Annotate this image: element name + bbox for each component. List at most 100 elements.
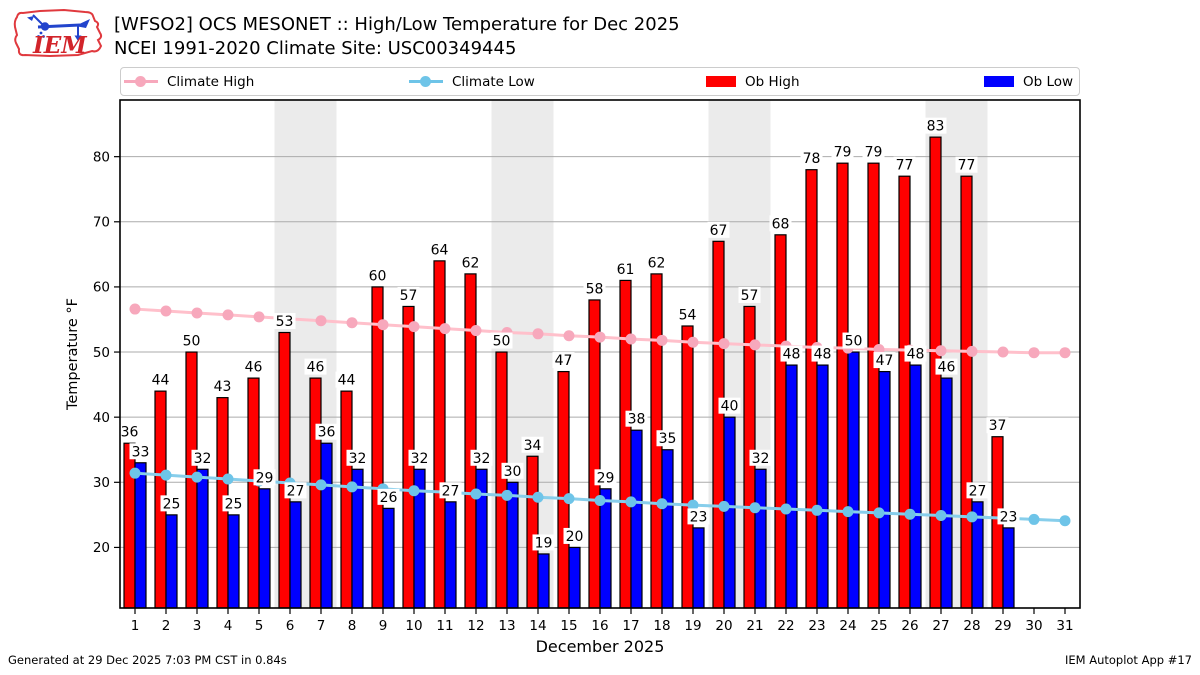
ob-high-label-day-1-box (118, 423, 141, 440)
x-tick-label-30: 30 (1025, 618, 1042, 634)
ob-high-label-day-27-box (924, 117, 947, 134)
ob-high-label-day-21: 57 (741, 288, 759, 304)
ob-high-label-day-7-box (304, 358, 327, 375)
ob-low-label-day-12: 32 (473, 451, 491, 467)
ob-high-label-day-23: 78 (803, 151, 821, 167)
ob-low-label-day-21-box (749, 449, 772, 466)
climate-high-point-day-15 (563, 330, 575, 342)
ob-low-bar-day-11 (444, 501, 457, 609)
ob-high-label-day-28-box (955, 156, 978, 173)
climate-low-point-day-26 (904, 508, 916, 520)
ob-low-label-day-12-box (470, 449, 493, 466)
ob-low-label-day-18: 35 (659, 431, 677, 447)
ob-low-label-day-25: 47 (876, 353, 894, 369)
ob-low-bar-day-18 (661, 449, 674, 609)
x-tick-label-26: 26 (901, 618, 918, 634)
legend-label-climate-low: Climate Low (452, 73, 535, 90)
ob-low-label-day-28-box (966, 482, 989, 499)
climate-low-line-swatch (409, 76, 443, 87)
ob-high-label-day-26: 77 (896, 158, 914, 174)
ob-high-label-day-12: 62 (462, 255, 480, 271)
ob-high-bar-day-8 (340, 390, 353, 609)
climate-high-point-day-9 (377, 319, 389, 331)
ob-high-label-day-6: 53 (276, 314, 294, 330)
ob-low-bar-day-3 (196, 468, 209, 609)
climate-high-point-day-14 (532, 328, 544, 340)
ob-high-bar-day-17 (619, 279, 632, 609)
y-axis-title: Temperature °F (65, 298, 81, 411)
legend-label-ob-low: Ob Low (1023, 73, 1074, 90)
ob-high-bar-day-9 (371, 286, 384, 609)
ob-high-label-day-5: 46 (245, 360, 263, 376)
ob-low-bar-day-5 (258, 488, 271, 609)
ob-high-label-day-10: 57 (400, 288, 418, 304)
ob-high-label-day-1: 36 (121, 425, 139, 441)
ob-low-label-day-14-box (532, 534, 555, 551)
climate-low-point-day-17 (625, 496, 637, 508)
ob-low-bar-day-24 (847, 351, 860, 609)
climate-high-point-day-28 (966, 345, 978, 357)
ob-low-bar-day-13 (506, 481, 519, 609)
ob-high-label-day-3-box (180, 332, 203, 349)
ob-high-label-day-29-box (986, 417, 1009, 434)
chart-legend: Climate High Climate Low Ob High Ob Low (120, 67, 1080, 96)
climate-low-point-day-12 (470, 488, 482, 500)
ob-low-label-day-5-box (253, 469, 276, 486)
ob-low-label-day-8-box (346, 449, 369, 466)
ob-high-label-day-20-box (707, 221, 730, 238)
ob-high-label-day-29: 37 (989, 418, 1007, 434)
climate-low-point-day-30 (1028, 513, 1040, 525)
ob-low-label-day-15-box (563, 527, 586, 544)
x-tick-label-27: 27 (932, 618, 949, 634)
climate-high-point-day-21 (749, 339, 761, 351)
ob-high-label-day-25-box (862, 143, 885, 160)
ob-high-bar-day-12 (464, 273, 477, 609)
ob-low-bar-day-2 (165, 514, 178, 609)
ob-high-label-day-3: 50 (183, 334, 201, 350)
ob-high-bar-day-16 (588, 299, 601, 609)
ob-high-label-day-17: 61 (617, 262, 635, 278)
climate-low-marker-icon (420, 76, 431, 87)
iowa-outline (13, 8, 103, 58)
x-tick-label-6: 6 (286, 618, 295, 634)
ob-high-label-day-20: 67 (710, 223, 728, 239)
y-tick-label-80: 80 (93, 149, 110, 165)
x-tick-label-23: 23 (808, 618, 825, 634)
ob-low-label-day-13-box (501, 462, 524, 479)
ob-low-bar-day-17 (630, 429, 643, 609)
bar-value-labels: 36 33 44 25 50 32 43 25 46 29 53 27 46 36 44 32 60 26 57 32… (118, 117, 1020, 551)
ob-low-label-day-19-box (687, 508, 710, 525)
ob-low-label-day-5: 29 (256, 470, 274, 486)
legend-item-climate-high: Climate High (124, 68, 254, 95)
ob-high-bar-day-24 (836, 162, 849, 609)
x-tick-label-7: 7 (317, 618, 326, 634)
y-tick-label-50: 50 (93, 345, 110, 361)
ob-high-label-day-19: 54 (679, 307, 697, 323)
ob-high-label-day-16: 58 (586, 281, 604, 297)
x-tick-label-28: 28 (963, 618, 980, 634)
ob-low-label-day-24-box (842, 332, 865, 349)
ob-low-label-day-17-box (625, 410, 648, 427)
ob-high-label-day-26-box (893, 156, 916, 173)
ob-low-label-day-23: 48 (814, 347, 832, 363)
ob-high-label-day-12-box (459, 254, 482, 271)
climate-high-point-day-7 (315, 315, 327, 327)
climate-high-point-day-19 (687, 336, 699, 348)
climate-low-point-day-18 (656, 498, 668, 510)
ob-low-label-day-2-box (160, 495, 183, 512)
ob-high-label-day-4: 43 (214, 379, 232, 395)
ob-high-label-day-15-box (552, 352, 575, 369)
ob-high-bar-day-23 (805, 169, 818, 609)
climate-high-point-day-8 (346, 317, 358, 329)
ob-high-label-day-13: 50 (493, 334, 511, 350)
ob-high-label-day-22-box (769, 215, 792, 232)
ob-high-label-day-15: 47 (555, 353, 573, 369)
ob-low-label-day-21: 32 (752, 451, 770, 467)
x-tick-label-20: 20 (715, 618, 732, 634)
ob-low-bar-day-9 (382, 507, 395, 609)
ob-high-label-day-9-box (366, 267, 389, 284)
legend-item-climate-low: Climate Low (409, 68, 535, 95)
climate-high-point-day-30 (1028, 347, 1040, 359)
